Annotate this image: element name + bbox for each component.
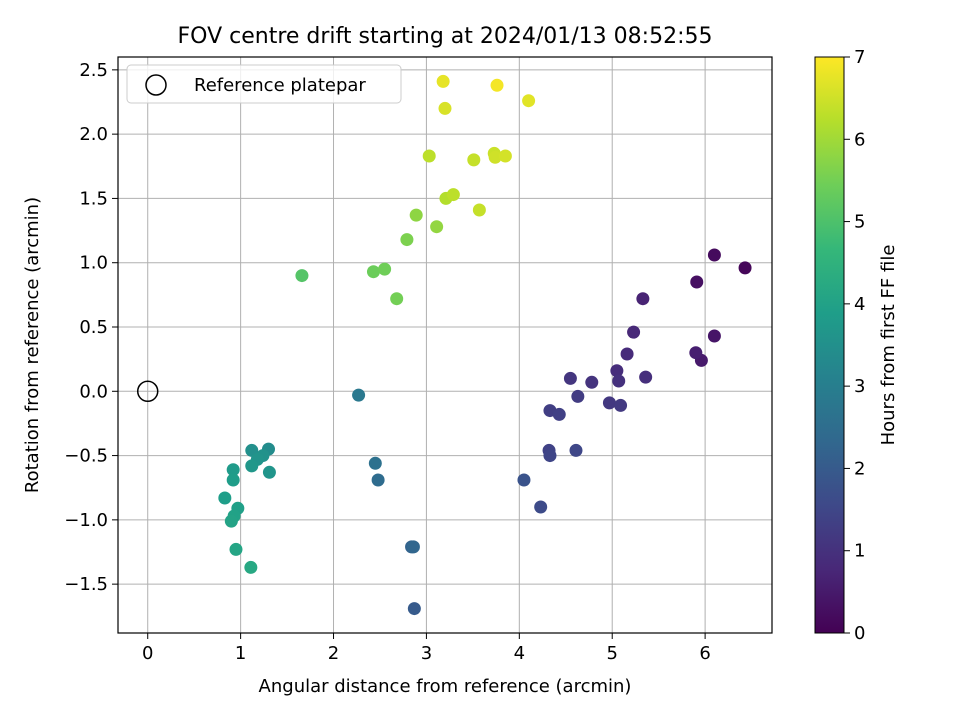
colorbar-tick-label: 5: [854, 212, 865, 233]
data-point: [406, 540, 420, 554]
data-point: [366, 265, 380, 279]
x-tick-label: 1: [235, 643, 246, 664]
data-point: [407, 602, 421, 616]
y-tick-label: −1.5: [64, 574, 108, 595]
y-tick-label: −1.0: [64, 510, 108, 531]
data-point: [738, 261, 752, 275]
data-point: [430, 220, 444, 234]
data-point: [245, 459, 259, 473]
data-point: [498, 149, 512, 163]
x-axis-label: Angular distance from reference (arcmin): [259, 676, 632, 697]
y-tick-label: 1.5: [79, 188, 108, 209]
data-point: [563, 371, 577, 385]
data-point: [422, 149, 436, 163]
data-point: [436, 74, 450, 88]
y-tick-label: −0.5: [64, 446, 108, 467]
y-tick-label: 1.0: [79, 253, 108, 274]
data-point: [620, 347, 634, 361]
y-axis-ticks: −1.5 −1.0 −0.5 0.0 0.5 1.0 1.5 2.0 2.5: [64, 60, 118, 595]
legend-box: [126, 64, 402, 104]
x-axis-ticks: 0 1 2 3 4 5 6: [142, 633, 711, 664]
data-point: [446, 188, 460, 202]
y-axis-label: Rotation from reference (arcmin): [22, 197, 43, 493]
data-point: [707, 248, 721, 262]
data-point: [517, 473, 531, 487]
colorbar-ticks: 0 1 2 3 4 5 6 7: [844, 47, 865, 644]
data-point: [472, 203, 486, 217]
data-point: [571, 389, 585, 403]
reference-point: [136, 380, 159, 403]
colorbar: [814, 56, 845, 634]
colorbar-tick-label: 6: [854, 129, 865, 150]
data-point: [295, 269, 309, 283]
data-point: [552, 407, 566, 421]
colorbar-tick-label: 2: [854, 458, 865, 479]
chart-title: FOV centre drift starting at 2024/01/13 …: [178, 24, 713, 49]
data-point: [534, 500, 548, 514]
data-point: [229, 542, 243, 556]
y-tick-label: 0.5: [79, 317, 108, 338]
data-point: [490, 78, 504, 92]
data-point: [614, 398, 628, 412]
data-point: [218, 491, 232, 505]
data-point: [409, 208, 423, 222]
data-point: [400, 233, 414, 247]
data-point: [378, 262, 392, 276]
data-point: [639, 370, 653, 384]
data-point: [371, 473, 385, 487]
data-point: [602, 396, 616, 410]
data-point: [636, 292, 650, 306]
data-point: [689, 346, 703, 360]
data-point: [226, 473, 240, 487]
data-point: [522, 94, 536, 108]
data-points: [136, 74, 752, 616]
data-point: [262, 465, 276, 479]
colorbar-tick-label: 1: [854, 541, 865, 562]
data-point: [368, 456, 382, 470]
x-tick-label: 0: [142, 643, 153, 664]
data-point: [244, 560, 258, 574]
y-tick-label: 2.0: [79, 124, 108, 145]
legend: Reference platepar: [126, 64, 402, 104]
colorbar-tick-label: 7: [854, 47, 865, 68]
x-tick-label: 5: [606, 643, 617, 664]
data-point: [690, 275, 704, 289]
data-point: [543, 449, 557, 463]
data-point: [488, 150, 502, 164]
plot-frame: [117, 56, 773, 634]
data-point: [627, 325, 641, 339]
legend-marker: [145, 74, 167, 96]
x-tick-label: 2: [328, 643, 339, 664]
data-point: [569, 443, 583, 457]
data-point: [612, 374, 626, 388]
data-point: [467, 153, 481, 167]
y-tick-label: 0.0: [79, 381, 108, 402]
legend-label: Reference platepar: [194, 75, 366, 96]
data-point: [352, 388, 366, 402]
x-tick-label: 4: [514, 643, 525, 664]
colorbar-label: Hours from first FF file: [878, 245, 899, 446]
x-tick-label: 3: [421, 643, 432, 664]
data-point: [390, 292, 404, 306]
colorbar-tick-label: 3: [854, 376, 865, 397]
colorbar-tick-label: 4: [854, 294, 865, 315]
data-point: [585, 375, 599, 389]
x-tick-label: 6: [699, 643, 710, 664]
data-point: [224, 514, 238, 528]
y-tick-label: 2.5: [79, 60, 108, 81]
data-point: [226, 463, 240, 477]
data-point: [707, 329, 721, 343]
data-point: [610, 364, 624, 378]
colorbar-tick-label: 0: [854, 623, 865, 644]
data-point: [438, 101, 452, 115]
